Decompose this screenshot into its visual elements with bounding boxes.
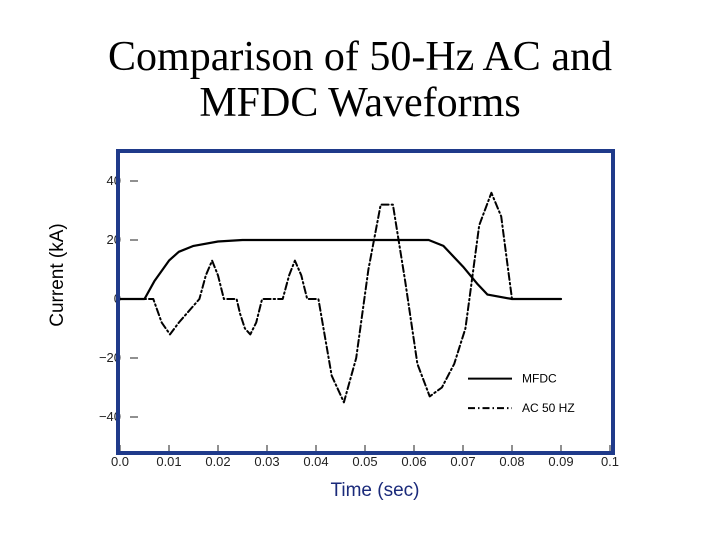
slide-title-line-2: MFDC Waveforms [199,80,521,126]
x-tick-label: 0.01 [156,454,181,469]
x-tick-label: 0.07 [450,454,475,469]
series-line-mfdc [118,238,563,301]
y-tick-label: −40 [99,409,121,424]
x-tick-label: 0.0 [111,454,129,469]
x-tick-label: 0.03 [254,454,279,469]
series-layer [118,191,563,404]
x-tick-label: 0.06 [401,454,426,469]
y-tick-label: −20 [99,350,121,365]
x-tick-label: 0.02 [205,454,230,469]
legend: MFDC AC 50 HZ [468,372,575,415]
plot-frame [116,149,615,455]
legend-label: MFDC [522,372,557,386]
plot-background [118,155,613,465]
x-tick-label: 0.08 [499,454,524,469]
x-tick-label: 0.05 [352,454,377,469]
x-tick-label: 0.09 [548,454,573,469]
x-tick-label: 0.04 [303,454,328,469]
x-tick-label: 0.1 [601,454,619,469]
series-line-ac-50hz [119,191,516,404]
slide-title: Comparison of 50-Hz AC and MFDC Waveform… [0,34,720,126]
legend-label: AC 50 HZ [522,401,575,415]
x-axis-label: Time (sec) [330,480,420,501]
slide-title-line-1: Comparison of 50-Hz AC and [108,34,612,80]
